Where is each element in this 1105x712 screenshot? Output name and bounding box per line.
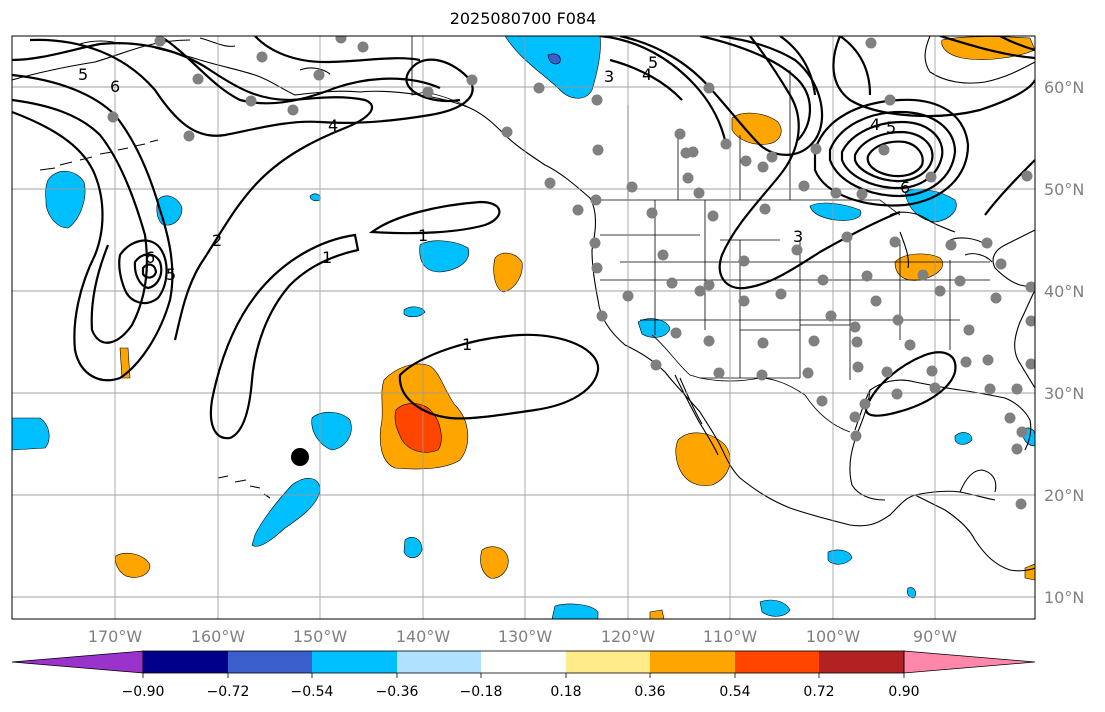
contour-label: 5 — [886, 118, 896, 137]
negative-anomaly-region — [827, 549, 853, 565]
latitude-label: 50°N — [1044, 180, 1084, 199]
negative-anomaly-region — [637, 318, 671, 338]
map-panel — [12, 36, 1035, 619]
longitude-label: 90°W — [913, 627, 957, 646]
colorbar-tick-label: 0.72 — [803, 684, 834, 700]
negative-anomaly-region — [403, 306, 426, 318]
negative-anomaly-region — [311, 411, 352, 451]
contour-label: 5 — [166, 265, 176, 284]
strong-negative-anomaly-region — [547, 53, 561, 65]
colorbar-tick-label: −0.18 — [460, 684, 503, 700]
negative-anomaly-region — [403, 537, 423, 559]
contour-label: 4 — [328, 116, 338, 135]
positive-anomaly-region — [675, 432, 731, 486]
latitude-label: 10°N — [1044, 588, 1084, 607]
colorbar-segment — [397, 651, 481, 673]
longitude-label: 150°W — [293, 627, 348, 646]
latitude-axis: 60°N 50°N 40°N 30°N 20°N 10°N — [1044, 78, 1084, 607]
contour-label: 6 — [900, 178, 910, 197]
contour-label: 4 — [870, 115, 880, 134]
highlighted-location-marker — [291, 448, 309, 466]
contour-label: 3 — [793, 227, 803, 246]
contour-label: 1 — [418, 226, 428, 245]
positive-anomaly-region — [1024, 563, 1035, 581]
map-frame — [11, 35, 1036, 620]
positive-anomaly-region — [119, 347, 131, 379]
contour-label: 6 — [145, 248, 155, 267]
negative-anomaly-region — [551, 603, 599, 619]
colorbar-extend-low — [11, 650, 144, 674]
colorbar-tick-label: 0.18 — [550, 684, 581, 700]
contour-label: 4 — [642, 65, 652, 84]
colorbar-tick-label: 0.90 — [888, 684, 919, 700]
contour-lines — [12, 36, 1035, 440]
positive-anomaly-region — [480, 546, 509, 579]
colorbar-segment — [228, 651, 312, 673]
longitude-label: 130°W — [498, 627, 553, 646]
longitude-axis: 170°W 160°W 150°W 140°W 130°W 120°W 110°… — [88, 627, 957, 646]
negative-anomaly-region — [759, 599, 791, 617]
contour-label: 5 — [78, 65, 88, 84]
positive-anomaly-region — [731, 112, 782, 145]
colorbar-tick-label: −0.90 — [122, 684, 165, 700]
negative-anomaly-region — [419, 240, 470, 273]
map-title: 2025080700 F084 — [449, 9, 597, 28]
colorbar-tick-label: 0.36 — [634, 684, 665, 700]
positive-anomaly-region — [649, 609, 665, 619]
latitude-label: 20°N — [1044, 486, 1084, 505]
contour-label: 6 — [110, 77, 120, 96]
negative-anomaly-region — [504, 36, 601, 99]
colorbar-tick-label: −0.54 — [291, 684, 334, 700]
colorbar-segment — [735, 651, 819, 673]
negative-anomaly-region — [12, 417, 50, 451]
colorbar: −0.90 −0.72 −0.54 −0.36 −0.18 0.18 0.36 0.54 0.7… — [11, 650, 1036, 700]
colorbar-segment — [481, 651, 566, 673]
contour-label: 5 — [648, 53, 658, 72]
negative-anomaly-region — [45, 170, 86, 229]
colorbar-ticks: −0.90 −0.72 −0.54 −0.36 −0.18 0.18 0.36 0.54 0.7… — [122, 673, 920, 700]
colorbar-segment — [143, 651, 228, 673]
negative-anomaly-region — [809, 202, 862, 221]
colorbar-segment — [566, 651, 650, 673]
negative-anomaly-region — [907, 587, 916, 599]
contour-value-labels: 5 6 4 5 3 4 4 5 6 6 5 2 1 1 1 3 — [78, 53, 910, 354]
contour-label: 3 — [604, 67, 614, 86]
colorbar-segment — [819, 651, 904, 673]
colorbar-tick-label: −0.36 — [376, 684, 419, 700]
longitude-label: 140°W — [396, 627, 451, 646]
latitude-label: 60°N — [1044, 78, 1084, 97]
latitude-label: 30°N — [1044, 384, 1084, 403]
colorbar-tick-label: 0.54 — [719, 684, 750, 700]
colorbar-segment — [312, 651, 397, 673]
latitude-label: 40°N — [1044, 282, 1084, 301]
contour-label: 1 — [322, 248, 332, 267]
colorbar-extend-high — [903, 650, 1036, 674]
colorbar-segments — [11, 650, 1036, 674]
positive-anomaly-region — [894, 253, 944, 281]
station-markers — [107, 36, 1035, 510]
positive-anomaly-region — [115, 553, 151, 578]
colorbar-segment — [650, 651, 735, 673]
positive-anomaly-region — [493, 252, 523, 293]
longitude-label: 100°W — [806, 627, 861, 646]
negative-anomaly-region — [954, 432, 973, 445]
longitude-label: 160°W — [191, 627, 246, 646]
contour-label: 2 — [212, 231, 222, 250]
contour-label: 1 — [462, 335, 472, 354]
longitude-label: 120°W — [601, 627, 656, 646]
colorbar-outline — [142, 650, 905, 674]
colorbar-tick-label: −0.72 — [207, 684, 250, 700]
longitude-label: 170°W — [88, 627, 143, 646]
longitude-label: 110°W — [703, 627, 758, 646]
